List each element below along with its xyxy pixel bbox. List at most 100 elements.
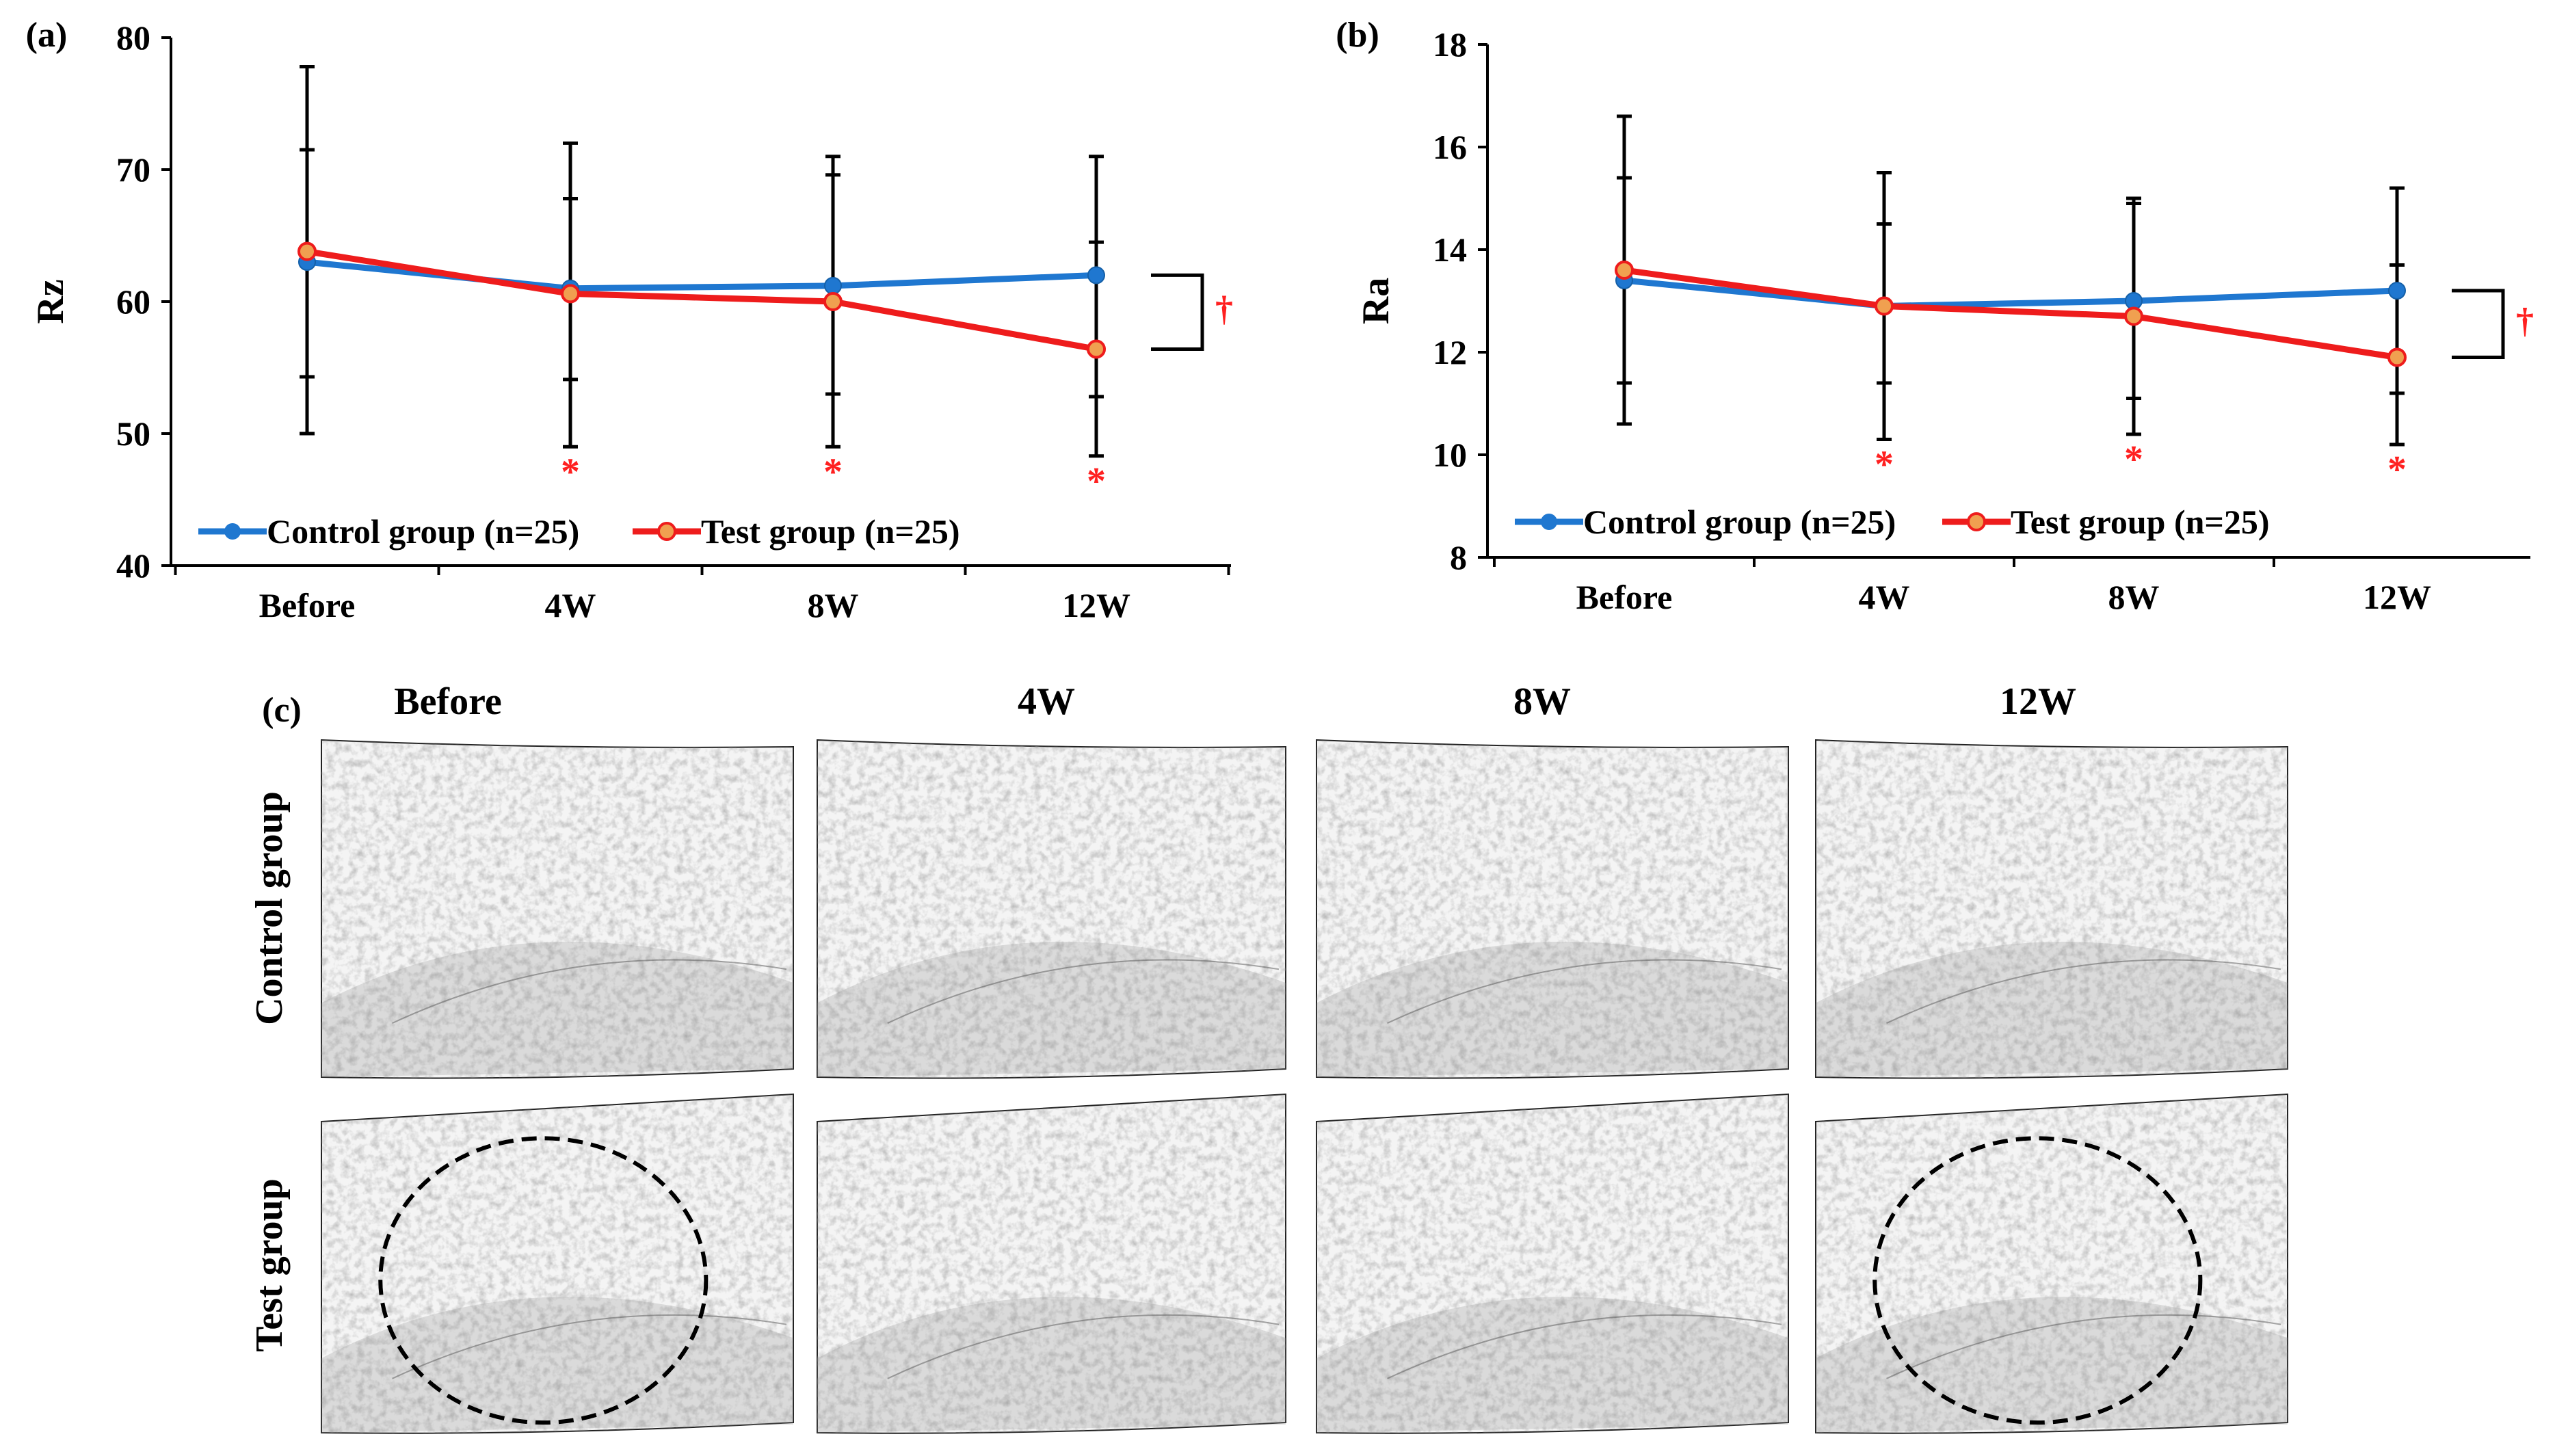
legend-label-test: Test group (n=25) — [2011, 503, 2270, 541]
series-line-test — [306, 248, 1097, 352]
significance-bracket — [2452, 289, 2505, 359]
skin-image-fold — [887, 959, 1280, 1024]
skin-image-shadow — [1816, 1297, 2288, 1433]
series-line-control — [1624, 277, 2398, 309]
x-tick-label: 12W — [1062, 586, 1130, 624]
y-tick-label: 80 — [116, 18, 150, 57]
skin-image-shadow — [321, 942, 793, 1077]
x-tick-label: 12W — [2363, 578, 2431, 616]
row-header: Control group — [248, 791, 291, 1025]
chart-b: (b) Ra 8 10 12 14 16 18 Before 4W 8W 12W * * * † Control… — [1336, 16, 2534, 616]
data-point-test — [2387, 347, 2407, 367]
y-tick-label: 12 — [1433, 333, 1467, 371]
panel-label: (a) — [26, 16, 68, 55]
significance-star: * — [2387, 449, 2407, 491]
skin-image-fold — [1886, 1314, 2281, 1379]
y-tick-label: 70 — [116, 150, 150, 189]
column-header: 8W — [1513, 680, 1571, 723]
x-tick-label: 8W — [2108, 578, 2160, 616]
skin-replica-image — [1815, 739, 2288, 1079]
series-line-test — [1624, 267, 2398, 360]
row-header: Test group — [248, 1178, 291, 1352]
data-point-test — [1615, 261, 1634, 280]
skin-replica-image — [321, 739, 794, 1079]
column-header: 4W — [1018, 680, 1075, 723]
legend-label-control: Control group (n=25) — [267, 512, 579, 551]
legend-marker-control — [1541, 514, 1557, 530]
highlight-circle — [378, 1136, 709, 1425]
y-tick-label: 40 — [116, 546, 150, 585]
skin-replica-image — [1815, 1093, 2288, 1434]
panel-label: (c) — [262, 691, 302, 730]
skin-image-fold — [392, 959, 787, 1024]
skin-image-fold — [392, 1314, 787, 1379]
skin-image-shadow — [1316, 942, 1788, 1077]
chart-a: (a) Rz 40 50 60 70 80 Before 4W 8W 12W * * * † Control … — [26, 16, 1233, 624]
significance-star: * — [2124, 438, 2143, 481]
y-tick-label: 18 — [1433, 25, 1467, 64]
skin-image-texture — [321, 1094, 793, 1433]
data-point-control — [2388, 282, 2406, 300]
skin-replica-image — [1316, 739, 1789, 1079]
skin-image-texture — [817, 740, 1286, 1078]
column-header: Before — [394, 680, 502, 723]
data-point-test — [297, 241, 317, 261]
x-tick-label: 8W — [808, 586, 859, 624]
legend-marker-test — [1967, 512, 1986, 531]
skin-image-shadow — [817, 942, 1286, 1077]
y-tick-label: 10 — [1433, 436, 1467, 474]
y-tick-label: 8 — [1450, 538, 1467, 577]
legend-marker-control — [224, 523, 241, 540]
bracket-marker: † — [2516, 302, 2534, 341]
data-point-control — [824, 276, 842, 295]
y-tick-label: 14 — [1433, 230, 1467, 269]
skin-image-fold — [1886, 959, 2281, 1024]
y-tick-label: 16 — [1433, 128, 1467, 166]
legend-marker-test — [657, 522, 676, 541]
data-point-test — [2124, 306, 2143, 326]
data-point-test — [1875, 296, 1894, 316]
data-point-test — [561, 284, 580, 304]
data-point-test — [1087, 339, 1106, 359]
data-point-test — [823, 292, 843, 311]
skin-replica-image — [817, 1093, 1286, 1434]
significance-star: * — [1875, 444, 1894, 486]
y-tick-label: 60 — [116, 282, 150, 321]
data-point-control — [1087, 266, 1105, 284]
skin-replica-image — [817, 739, 1286, 1079]
skin-replica-image — [321, 1093, 794, 1434]
bracket-marker: † — [1215, 289, 1233, 328]
y-axis-label: Rz — [29, 279, 72, 323]
significance-bracket — [1151, 273, 1204, 351]
series-line-control — [306, 259, 1097, 292]
significance-star: * — [1087, 460, 1106, 503]
skin-image-shadow — [817, 1297, 1286, 1433]
x-tick-label: 4W — [1859, 578, 1910, 616]
data-point-control — [2125, 292, 2143, 310]
skin-image-shadow — [321, 1297, 793, 1433]
skin-image-texture — [817, 1094, 1286, 1433]
y-axis-label: Ra — [1355, 278, 1397, 324]
skin-image-shadow — [1816, 942, 2288, 1077]
panel-c: (c) Before 4W 8W 12W Control group Test group — [248, 680, 2288, 1434]
x-tick-label: 4W — [545, 586, 596, 624]
highlight-circle — [1872, 1136, 2203, 1425]
skin-replica-image — [1316, 1093, 1789, 1434]
legend-label-test: Test group (n=25) — [701, 512, 960, 551]
column-header: 12W — [2000, 680, 2076, 723]
legend-label-control: Control group (n=25) — [1583, 503, 1896, 541]
skin-image-texture — [1316, 1094, 1788, 1433]
x-tick-label: Before — [259, 586, 356, 624]
skin-image-texture — [1816, 740, 2288, 1078]
y-tick-label: 50 — [116, 414, 150, 453]
skin-image-texture — [1316, 740, 1788, 1078]
skin-image-fold — [1387, 1314, 1782, 1379]
significance-star: * — [823, 451, 843, 493]
significance-star: * — [561, 451, 580, 493]
panel-label: (b) — [1336, 16, 1379, 55]
skin-image-texture — [321, 740, 793, 1078]
skin-image-texture — [1816, 1094, 2288, 1433]
skin-image-fold — [1387, 959, 1782, 1024]
